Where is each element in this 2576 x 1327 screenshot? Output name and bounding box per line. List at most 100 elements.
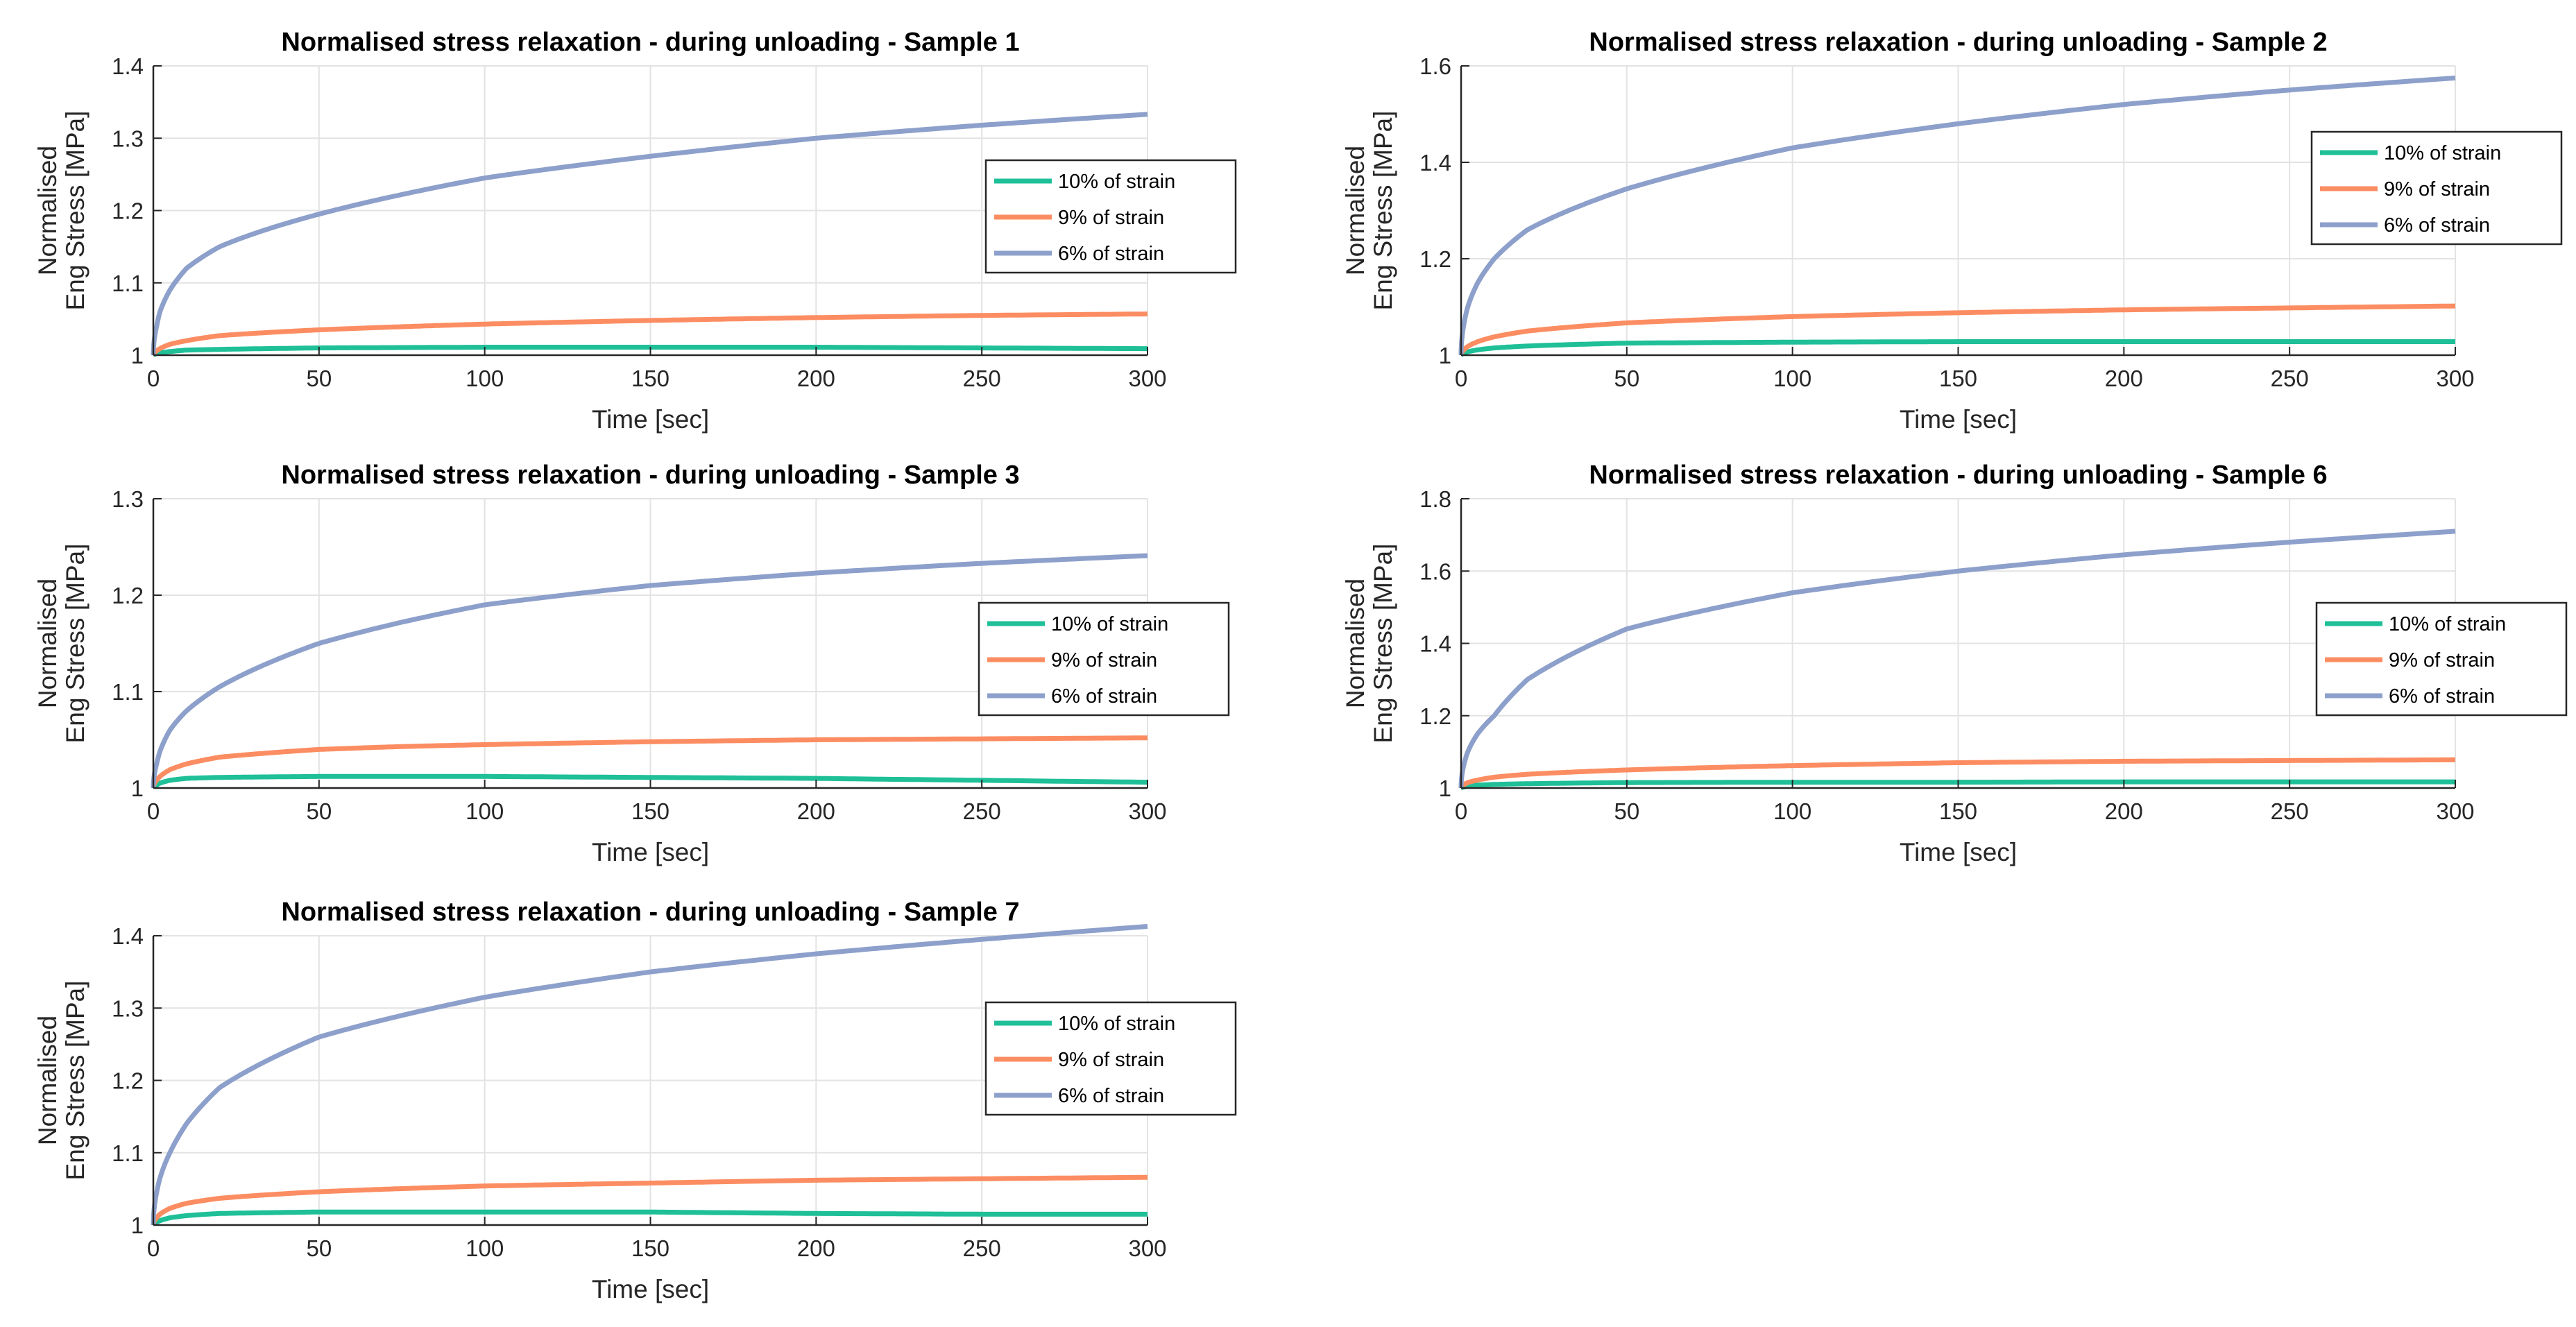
series-line-9-of-strain bbox=[151, 1174, 1148, 1227]
x-tick-label: 150 bbox=[631, 798, 669, 824]
y-tick-label: 1.1 bbox=[112, 271, 144, 296]
chart-sample-3: 0 50 100 150 200 250 300 1 1.1 1.2 1.3 Normalised s… bbox=[33, 461, 1230, 866]
x-tick-label: 100 bbox=[466, 798, 504, 824]
x-tick-label: 100 bbox=[466, 1235, 504, 1261]
x-tick-label: 100 bbox=[466, 366, 504, 391]
series-line-6-of-strain bbox=[1458, 529, 2456, 789]
y-tick-label: 1 bbox=[131, 1213, 144, 1238]
y-tick-label: 1.1 bbox=[112, 679, 144, 705]
legend-label: 9% of strain bbox=[1058, 1049, 1164, 1071]
x-tick-label: 0 bbox=[147, 798, 160, 824]
series-line-9-of-strain bbox=[151, 735, 1148, 790]
x-tick-label: 50 bbox=[1614, 366, 1639, 391]
chart-sample-1: 0 50 100 150 200 250 300 1 1.1 1.2 1.3 1.4 Normalise… bbox=[33, 28, 1237, 434]
x-tick-label: 100 bbox=[1773, 366, 1811, 391]
x-tick-label: 300 bbox=[1128, 798, 1166, 824]
y-tick-label: 1.6 bbox=[1419, 558, 1451, 584]
series-line-6-of-strain bbox=[1458, 75, 2456, 356]
x-tick-label: 300 bbox=[2436, 366, 2474, 391]
chart-sample-5: 0 50 100 150 200 250 300 1 1.1 1.2 1.3 1.4 Normalise… bbox=[33, 898, 1237, 1303]
x-tick-label: 250 bbox=[963, 798, 1001, 824]
legend-label: 10% of strain bbox=[1051, 613, 1168, 635]
y-tick-label: 1.4 bbox=[1419, 150, 1451, 175]
series-line-10-of-strain bbox=[151, 1209, 1148, 1228]
y-tick-label: 1.1 bbox=[112, 1140, 144, 1166]
x-tick-label: 250 bbox=[963, 366, 1001, 391]
y-tick-label: 1 bbox=[1439, 343, 1451, 368]
x-tick-label: 150 bbox=[631, 366, 669, 391]
chart-title: Normalised stress relaxation - during un… bbox=[281, 898, 1019, 927]
legend: 10% of strain 9% of strain 6% of strain bbox=[2310, 130, 2563, 246]
x-tick-label: 250 bbox=[2271, 798, 2309, 824]
y-tick-label: 1.2 bbox=[1419, 246, 1451, 272]
x-tick-label: 200 bbox=[797, 1235, 835, 1261]
legend-label: 9% of strain bbox=[1058, 207, 1164, 229]
y-tick-label: 1.3 bbox=[112, 486, 144, 512]
chart-sample-4: 0 50 100 150 200 250 300 1 1.2 1.4 1.6 1.8 Normalise… bbox=[1341, 461, 2568, 866]
x-tick-label: 300 bbox=[1128, 366, 1166, 391]
series-line-9-of-strain bbox=[151, 311, 1148, 358]
y-tick-label: 1.4 bbox=[1419, 631, 1451, 657]
legend-label: 9% of strain bbox=[2384, 178, 2490, 200]
y-tick-label: 1.4 bbox=[112, 923, 144, 949]
y-tick-label: 1.6 bbox=[1419, 53, 1451, 79]
y-tick-label: 1.3 bbox=[112, 126, 144, 151]
series-line-6-of-strain bbox=[151, 112, 1148, 357]
x-tick-label: 200 bbox=[797, 366, 835, 391]
y-tick-label: 1 bbox=[131, 343, 144, 368]
series-line-10-of-strain bbox=[1458, 779, 2455, 791]
series-line-9-of-strain bbox=[1458, 303, 2456, 357]
chart-title: Normalised stress relaxation - during un… bbox=[1589, 28, 2327, 57]
x-tick-label: 300 bbox=[2436, 798, 2474, 824]
x-tick-label: 50 bbox=[1614, 798, 1639, 824]
chart-title: Normalised stress relaxation - during un… bbox=[281, 461, 1019, 490]
legend: 10% of strain 9% of strain 6% of strain bbox=[984, 1001, 1237, 1116]
chart-title: Normalised stress relaxation - during un… bbox=[281, 28, 1019, 57]
x-tick-label: 50 bbox=[306, 1235, 332, 1261]
x-tick-label: 150 bbox=[631, 1235, 669, 1261]
y-axis-label-line2: Eng Stress [MPa] bbox=[61, 111, 89, 311]
x-tick-label: 150 bbox=[1939, 798, 1977, 824]
legend-label: 6% of strain bbox=[2384, 214, 2490, 237]
y-tick-label: 1.2 bbox=[1419, 703, 1451, 729]
series-line-6-of-strain bbox=[151, 923, 1148, 1226]
legend: 10% of strain 9% of strain 6% of strain bbox=[984, 159, 1237, 274]
x-tick-label: 0 bbox=[1455, 798, 1467, 824]
x-tick-label: 50 bbox=[306, 798, 332, 824]
x-tick-label: 50 bbox=[306, 366, 332, 391]
x-axis-label: Time [sec] bbox=[1900, 838, 2017, 866]
legend-label: 10% of strain bbox=[2389, 613, 2506, 635]
legend: 10% of strain 9% of strain 6% of strain bbox=[2315, 601, 2568, 717]
legend-label: 10% of strain bbox=[1058, 1013, 1175, 1035]
series-line-10-of-strain bbox=[151, 345, 1148, 358]
x-tick-label: 250 bbox=[2271, 366, 2309, 391]
x-tick-label: 200 bbox=[2105, 366, 2143, 391]
x-axis-label: Time [sec] bbox=[592, 838, 709, 866]
y-axis-label-line2: Eng Stress [MPa] bbox=[1369, 544, 1397, 744]
y-tick-label: 1.2 bbox=[112, 583, 144, 608]
x-tick-label: 250 bbox=[963, 1235, 1001, 1261]
x-tick-label: 100 bbox=[1773, 798, 1811, 824]
x-tick-label: 0 bbox=[1455, 366, 1467, 391]
x-tick-label: 150 bbox=[1939, 366, 1977, 391]
legend-label: 6% of strain bbox=[1058, 243, 1164, 265]
series-line-10-of-strain bbox=[151, 773, 1148, 791]
x-tick-label: 200 bbox=[2105, 798, 2143, 824]
chart-sample-2: 0 50 100 150 200 250 300 1 1.2 1.4 1.6 Normalised s… bbox=[1341, 28, 2563, 434]
y-axis-label-line1: Normalised bbox=[1341, 146, 1370, 275]
legend-label: 10% of strain bbox=[2384, 142, 2501, 164]
legend-label: 6% of strain bbox=[2389, 685, 2495, 708]
chart-title: Normalised stress relaxation - during un… bbox=[1589, 461, 2327, 490]
y-tick-label: 1 bbox=[1439, 776, 1451, 801]
y-axis-label-line1: Normalised bbox=[33, 1016, 62, 1145]
legend-label: 9% of strain bbox=[2389, 649, 2495, 671]
x-tick-label: 0 bbox=[147, 1235, 160, 1261]
y-axis-label-line1: Normalised bbox=[1341, 579, 1370, 708]
legend: 10% of strain 9% of strain 6% of strain bbox=[978, 601, 1230, 717]
x-axis-label: Time [sec] bbox=[1900, 405, 2017, 434]
series-line-9-of-strain bbox=[1458, 757, 2456, 791]
legend-label: 9% of strain bbox=[1051, 649, 1157, 671]
x-tick-label: 200 bbox=[797, 798, 835, 824]
y-tick-label: 1.8 bbox=[1419, 486, 1451, 512]
